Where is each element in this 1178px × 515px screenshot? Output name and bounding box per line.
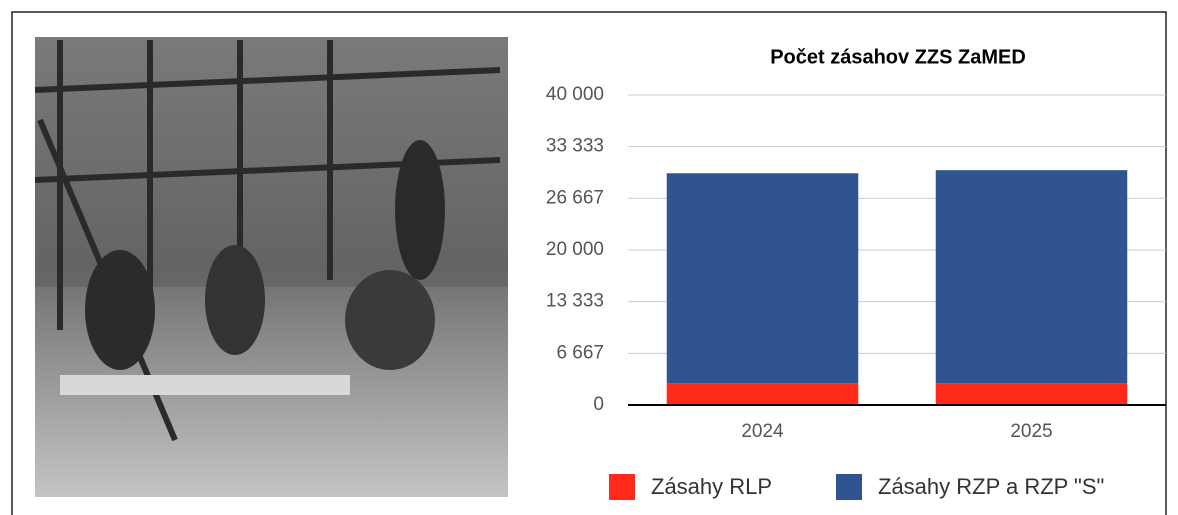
legend-swatch bbox=[836, 474, 862, 500]
y-tick-label: 6 667 bbox=[556, 342, 604, 363]
y-tick-label: 40 000 bbox=[546, 84, 604, 105]
y-tick-label: 13 333 bbox=[546, 291, 604, 312]
y-tick-label: 26 667 bbox=[546, 187, 604, 208]
y-tick-label: 0 bbox=[593, 394, 604, 415]
chart-title: Počet zásahov ZZS ZaMED bbox=[770, 46, 1026, 68]
x-tick-label: 2025 bbox=[1010, 421, 1052, 442]
bar-segment bbox=[936, 170, 1128, 383]
photo bbox=[35, 37, 508, 497]
y-tick-label: 20 000 bbox=[546, 239, 604, 260]
legend-swatch bbox=[609, 474, 635, 500]
legend-label: Zásahy RZP a RZP "S" bbox=[878, 474, 1104, 499]
bar-segment bbox=[667, 173, 859, 383]
page: Počet zásahov ZZS ZaMED 0 6 667 13 333 20 0… bbox=[0, 0, 1178, 515]
legend-label: Zásahy RLP bbox=[651, 474, 772, 499]
bar-segment bbox=[667, 383, 859, 405]
x-tick-label: 2024 bbox=[741, 421, 784, 442]
y-tick-label: 33 333 bbox=[546, 136, 604, 157]
bar-segment bbox=[936, 383, 1128, 405]
